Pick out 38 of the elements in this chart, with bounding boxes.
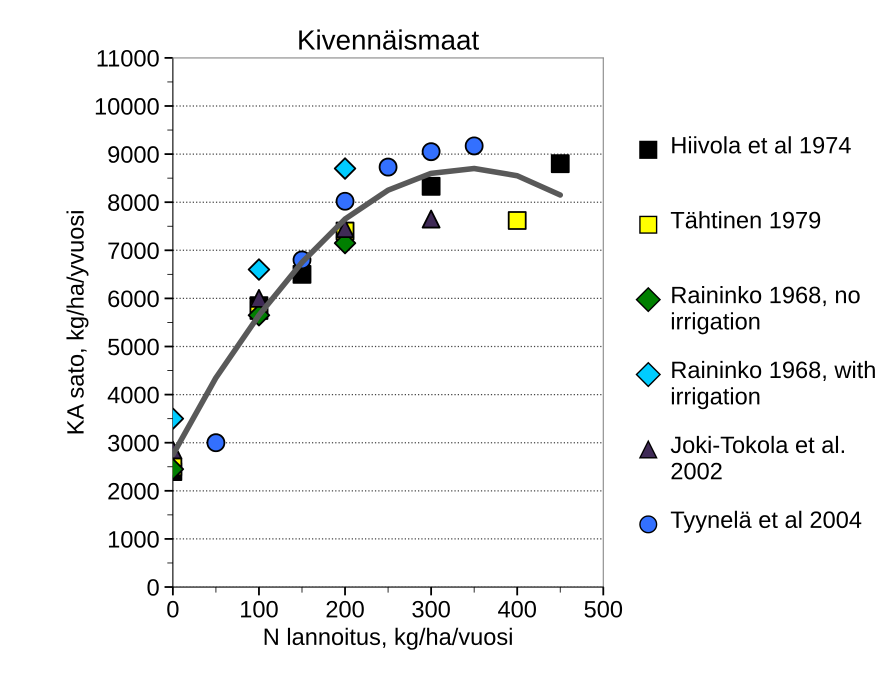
point	[248, 258, 270, 281]
y-tick-label: 8000	[108, 194, 159, 211]
x-axis-title: N lannoitus, kg/ha/vuosi	[264, 628, 512, 650]
legend-label: Hiivola et al 1974	[672, 136, 851, 154]
point	[422, 142, 441, 162]
y-axis-title: KA sato, kg/ha/yvuosi	[66, 211, 88, 434]
x-tick-label: 500	[584, 600, 622, 618]
point	[422, 176, 441, 196]
point	[422, 210, 441, 228]
y-tick-label: 11000	[98, 50, 159, 67]
y-tick-label: 4000	[108, 386, 159, 404]
x-tick-label: 200	[326, 600, 364, 618]
legend-label: Raininko 1968, no irrigation	[672, 286, 860, 334]
y-tick-label: 10000	[96, 98, 159, 115]
point	[334, 157, 356, 180]
point	[550, 154, 570, 174]
y-tick-label: 2000	[108, 482, 159, 500]
point	[336, 192, 354, 211]
x-tick-label: 400	[498, 600, 536, 618]
y-tick-label: 9000	[108, 146, 159, 163]
point	[508, 211, 527, 230]
y-tick-label: 0	[147, 579, 159, 596]
x-tick-label: 0	[167, 600, 179, 618]
legend-label: Tähtinen 1979	[670, 211, 820, 228]
y-tick-label: 5000	[108, 338, 159, 356]
legend-label: Raininko 1968, with irrigation	[672, 360, 875, 410]
chart-title: Kivennäismaat	[299, 29, 479, 50]
x-tick-label: 300	[412, 600, 450, 618]
point	[378, 158, 398, 176]
y-tick-label: 3000	[108, 434, 159, 452]
x-tick-label: 100	[241, 600, 278, 618]
y-tick-label: 6000	[108, 290, 159, 308]
legend-label: Tyynelä et al 2004	[670, 510, 862, 533]
y-tick-label: 7000	[108, 242, 159, 260]
y-tick-label: 1000	[108, 530, 159, 548]
legend-label: Joki-Tokola et al. 2002	[670, 436, 844, 480]
point	[464, 136, 484, 156]
point	[206, 433, 226, 452]
